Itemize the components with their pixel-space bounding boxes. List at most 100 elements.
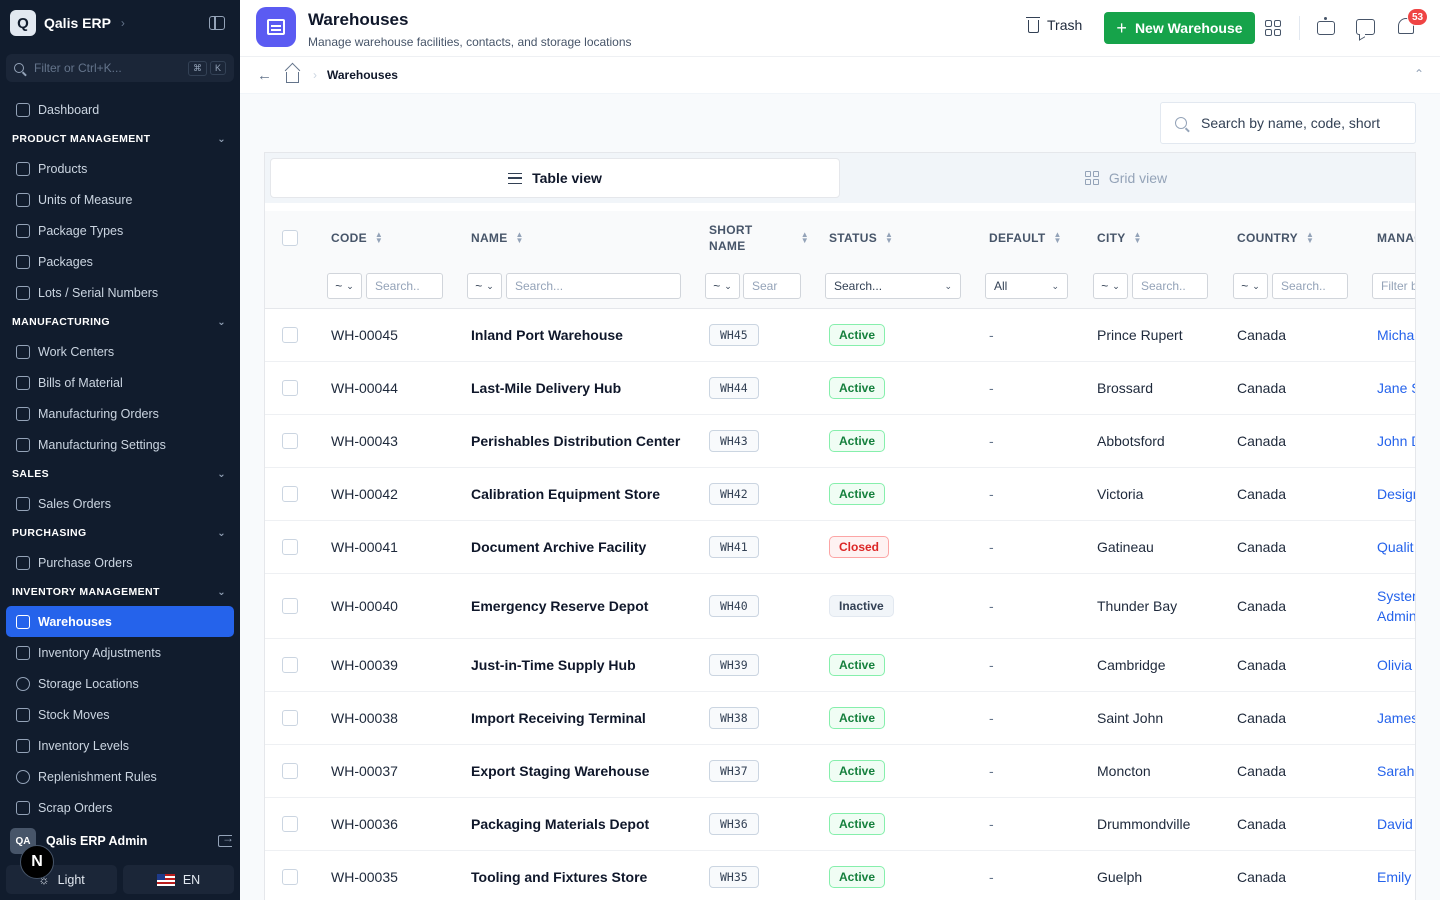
sidebar-item[interactable]: Warehouses (6, 606, 234, 637)
sidebar-item[interactable]: Sales Orders (0, 488, 240, 519)
status-filter-select[interactable]: Search... ⌄ (825, 273, 961, 299)
apps-grid-icon[interactable] (1265, 20, 1281, 36)
warehouse-search-input[interactable] (1201, 115, 1401, 131)
country-filter-operator[interactable]: ~ ⌄ (1233, 273, 1268, 299)
cell-manager-link[interactable]: Olivia (1377, 657, 1413, 673)
sidebar-search-input[interactable]: Filter or Ctrl+K... ⌘ K (6, 54, 234, 82)
nav-section-header[interactable]: PURCHASING ⌄ (0, 519, 240, 547)
chat-icon[interactable] (1356, 19, 1375, 35)
row-checkbox[interactable] (282, 763, 298, 779)
row-checkbox[interactable] (282, 598, 298, 614)
table-row[interactable]: WH-00043 Perishables Distribution Center W… (265, 415, 1415, 468)
sidebar-item[interactable]: Purchase Orders (0, 547, 240, 578)
new-warehouse-button[interactable]: + New Warehouse (1104, 12, 1255, 44)
code-filter-operator[interactable]: ~ ⌄ (327, 273, 362, 299)
nav-section-header[interactable]: SALES ⌄ (0, 460, 240, 488)
cell-name[interactable]: Just-in-Time Supply Hub (471, 657, 636, 673)
cell-name[interactable]: Calibration Equipment Store (471, 486, 661, 502)
column-header-status[interactable]: STATUS ▲ ▼ (829, 211, 893, 265)
cell-manager-link[interactable]: Jane S (1377, 380, 1415, 396)
sidebar-item[interactable]: Units of Measure (0, 184, 240, 215)
sidebar-item[interactable]: Lots / Serial Numbers (0, 277, 240, 308)
sidebar-item[interactable]: Stock Moves (0, 699, 240, 730)
name-filter-operator[interactable]: ~ ⌄ (467, 273, 502, 299)
logout-icon[interactable] (218, 831, 234, 847)
sidebar-item[interactable]: Manufacturing Orders (0, 398, 240, 429)
table-row[interactable]: WH-00045 Inland Port Warehouse WH45 Active -… (265, 309, 1415, 362)
cell-manager-link[interactable]: Micha (1377, 327, 1415, 343)
cell-name[interactable]: Import Receiving Terminal (471, 710, 646, 726)
cell-name[interactable]: Document Archive Facility (471, 539, 647, 555)
column-header-code[interactable]: CODE ▲ ▼ (331, 211, 383, 265)
short-name-filter-operator[interactable]: ~ ⌄ (705, 273, 740, 299)
nav-section-header[interactable]: PRODUCT MANAGEMENT ⌄ (0, 125, 240, 153)
short-name-filter-input[interactable]: Sear (743, 273, 801, 299)
robot-icon[interactable] (1317, 17, 1335, 35)
sidebar-item[interactable]: Packages (0, 246, 240, 277)
sidebar-collapse-icon[interactable] (209, 16, 225, 30)
cell-name[interactable]: Export Staging Warehouse (471, 763, 650, 779)
sidebar-item[interactable]: Replenishment Rules (0, 761, 240, 792)
row-checkbox[interactable] (282, 816, 298, 832)
sidebar-item[interactable]: Inventory Adjustments (0, 637, 240, 668)
column-header-default[interactable]: DEFAULT ▲ ▼ (989, 211, 1062, 265)
grid-view-tab[interactable]: Grid view (840, 158, 1412, 198)
table-row[interactable]: WH-00037 Export Staging Warehouse WH37 Acti… (265, 745, 1415, 798)
column-header-name[interactable]: NAME ▲ ▼ (471, 211, 524, 265)
table-row[interactable]: WH-00042 Calibration Equipment Store WH42 A… (265, 468, 1415, 521)
row-checkbox[interactable] (282, 869, 298, 885)
manager-filter-input[interactable]: Filter b (1372, 273, 1415, 299)
cell-name[interactable]: Packaging Materials Depot (471, 816, 650, 832)
cell-manager-link[interactable]: Qualit (1377, 539, 1414, 555)
select-all-checkbox[interactable] (282, 230, 298, 246)
sidebar-item[interactable]: Manufacturing Settings (0, 429, 240, 460)
cell-manager-link[interactable]: John D (1377, 433, 1415, 449)
row-checkbox[interactable] (282, 539, 298, 555)
trash-button[interactable]: Trash (1026, 16, 1082, 33)
nav-section-header[interactable]: INVENTORY MANAGEMENT ⌄ (0, 578, 240, 606)
name-filter-input[interactable]: Search... (506, 273, 681, 299)
sidebar-item[interactable]: Work Centers (0, 336, 240, 367)
brand[interactable]: Q Qalis ERP › (10, 10, 125, 36)
row-checkbox[interactable] (282, 327, 298, 343)
default-filter-select[interactable]: All ⌄ (985, 273, 1068, 299)
column-header-country[interactable]: COUNTRY ▲ ▼ (1237, 211, 1314, 265)
cell-name[interactable]: Inland Port Warehouse (471, 327, 623, 343)
table-row[interactable]: WH-00044 Last-Mile Delivery Hub WH44 Active… (265, 362, 1415, 415)
cell-name[interactable]: Emergency Reserve Depot (471, 598, 649, 614)
n-badge[interactable]: N (20, 845, 54, 879)
cell-manager-link[interactable]: Emily V (1377, 869, 1415, 885)
cell-manager-link[interactable]: Sarah (1377, 763, 1415, 779)
table-row[interactable]: WH-00039 Just-in-Time Supply Hub WH39 Activ… (265, 639, 1415, 692)
sidebar-item[interactable]: Inventory Levels (0, 730, 240, 761)
table-row[interactable]: WH-00040 Emergency Reserve Depot WH40 Inact… (265, 574, 1416, 639)
sidebar-item[interactable]: Products (0, 153, 240, 184)
sidebar-item[interactable]: Package Types (0, 215, 240, 246)
home-icon[interactable] (286, 71, 299, 83)
country-filter-input[interactable]: Search.. (1272, 273, 1348, 299)
cell-name[interactable]: Perishables Distribution Center (471, 433, 681, 449)
cell-manager-link[interactable]: System Admin (1377, 588, 1416, 624)
table-row[interactable]: WH-00036 Packaging Materials Depot WH36 Act… (265, 798, 1415, 851)
row-checkbox[interactable] (282, 486, 298, 502)
cell-name[interactable]: Tooling and Fixtures Store (471, 869, 648, 885)
row-checkbox[interactable] (282, 433, 298, 449)
sidebar-item[interactable]: Scrap Orders (0, 792, 240, 823)
sidebar-item[interactable]: Dashboard (0, 94, 240, 125)
user-profile[interactable]: QA Qalis ERP Admin (10, 828, 234, 854)
back-arrow-icon[interactable]: ← (257, 66, 272, 84)
cell-manager-link[interactable]: David (1377, 816, 1413, 832)
sidebar-item[interactable]: Storage Locations (0, 668, 240, 699)
sidebar-item[interactable]: Bills of Material (0, 367, 240, 398)
column-header-short-name[interactable]: SHORT NAME ▲ ▼ (709, 211, 809, 265)
row-checkbox[interactable] (282, 380, 298, 396)
code-filter-input[interactable]: Search.. (366, 273, 443, 299)
city-filter-input[interactable]: Search.. (1132, 273, 1208, 299)
language-button[interactable]: EN (123, 865, 234, 894)
table-view-tab[interactable]: Table view (270, 158, 840, 198)
city-filter-operator[interactable]: ~ ⌄ (1093, 273, 1128, 299)
chevron-up-icon[interactable]: ⌃ (1413, 67, 1424, 81)
cell-name[interactable]: Last-Mile Delivery Hub (471, 380, 622, 396)
nav-section-header[interactable]: MANUFACTURING ⌄ (0, 308, 240, 336)
column-header-city[interactable]: CITY ▲ ▼ (1097, 211, 1142, 265)
